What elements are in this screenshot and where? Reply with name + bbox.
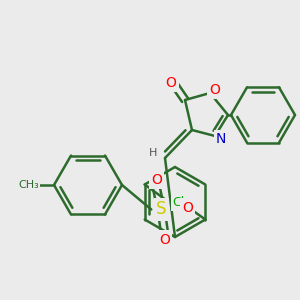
Text: N: N bbox=[216, 132, 226, 146]
Text: CH₃: CH₃ bbox=[19, 180, 39, 190]
Text: O: O bbox=[182, 200, 193, 214]
Text: H: H bbox=[149, 148, 157, 158]
Text: O: O bbox=[166, 76, 176, 90]
Text: Cl: Cl bbox=[172, 196, 185, 209]
Text: S: S bbox=[156, 200, 166, 218]
Text: O: O bbox=[210, 83, 220, 97]
Text: O: O bbox=[151, 172, 162, 187]
Text: O: O bbox=[159, 232, 170, 247]
